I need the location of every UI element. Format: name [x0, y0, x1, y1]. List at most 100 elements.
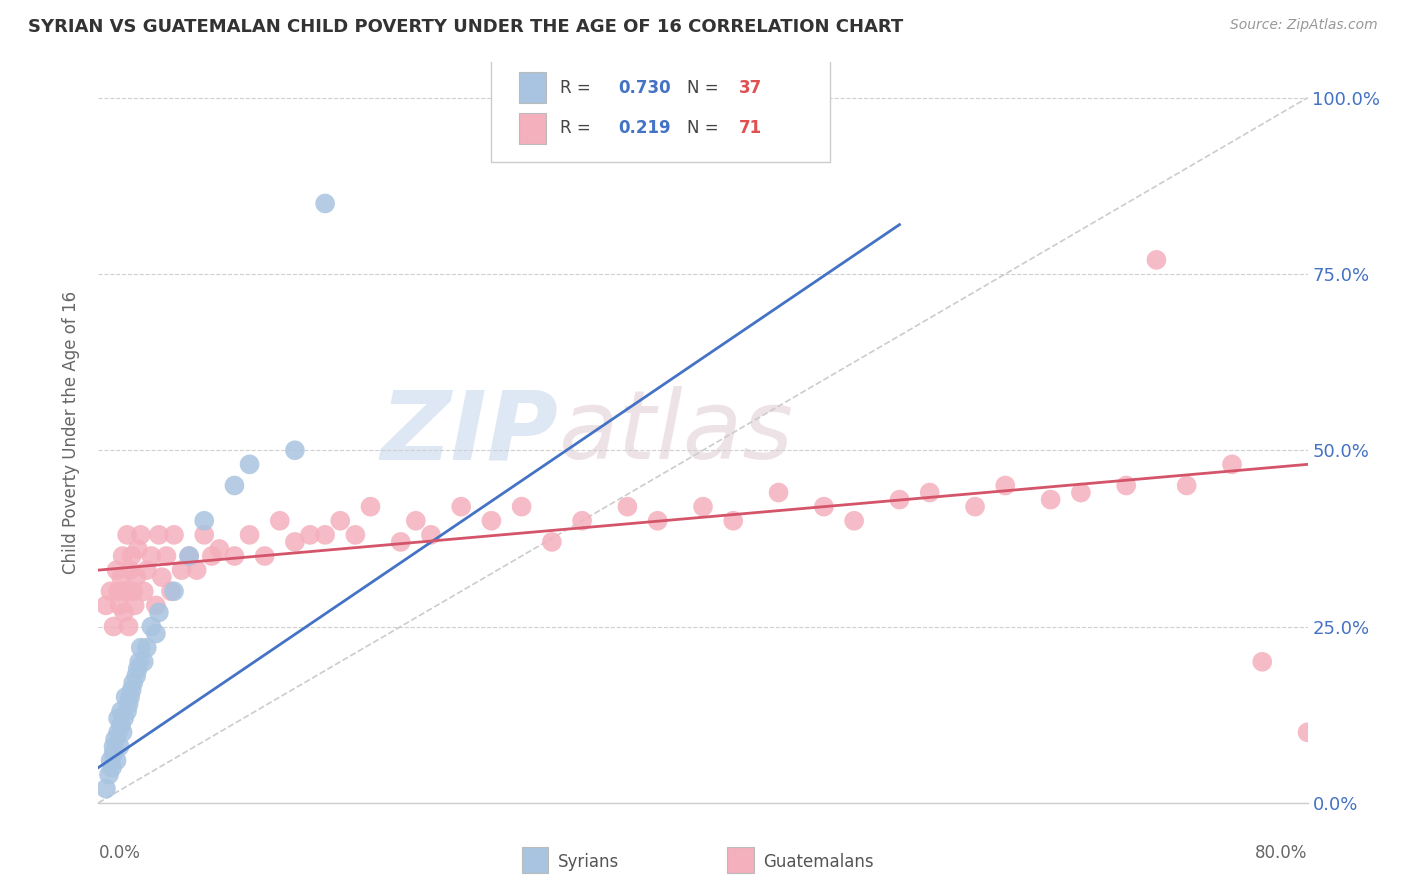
Point	[122, 584, 145, 599]
Point	[1175, 478, 1198, 492]
Point	[112, 606, 135, 620]
Point	[120, 563, 142, 577]
Point	[124, 599, 146, 613]
Point	[100, 754, 122, 768]
Point	[101, 760, 124, 774]
Point	[201, 549, 224, 563]
Point	[571, 514, 593, 528]
FancyBboxPatch shape	[522, 847, 548, 873]
Point	[344, 528, 367, 542]
Point	[616, 500, 638, 514]
Point	[108, 739, 131, 754]
Point	[107, 711, 129, 725]
Point	[98, 767, 121, 781]
Point	[112, 711, 135, 725]
Point	[889, 492, 911, 507]
Text: Syrians: Syrians	[558, 853, 619, 871]
Point	[329, 514, 352, 528]
Point	[314, 528, 336, 542]
Text: 0.0%: 0.0%	[98, 844, 141, 862]
Point	[107, 725, 129, 739]
Point	[128, 655, 150, 669]
Point	[127, 662, 149, 676]
Point	[844, 514, 866, 528]
Point	[127, 541, 149, 556]
Point	[135, 640, 157, 655]
Point	[647, 514, 669, 528]
Text: atlas: atlas	[558, 386, 793, 479]
Point	[1070, 485, 1092, 500]
Point	[540, 535, 562, 549]
Point	[114, 690, 136, 704]
Text: Guatemalans: Guatemalans	[763, 853, 875, 871]
Text: 71: 71	[740, 120, 762, 137]
Point	[155, 549, 177, 563]
Point	[107, 584, 129, 599]
Point	[94, 599, 117, 613]
Point	[768, 485, 790, 500]
Point	[160, 584, 183, 599]
Point	[118, 619, 141, 633]
Point	[163, 528, 186, 542]
Point	[1039, 492, 1062, 507]
FancyBboxPatch shape	[727, 847, 754, 873]
Point	[179, 549, 201, 563]
Text: N =: N =	[688, 120, 724, 137]
Point	[129, 528, 152, 542]
Point	[110, 704, 132, 718]
Point	[105, 563, 128, 577]
Point	[145, 599, 167, 613]
Text: 37: 37	[740, 78, 762, 96]
Point	[145, 626, 167, 640]
Point	[1115, 478, 1137, 492]
Point	[1144, 252, 1167, 267]
Point	[450, 500, 472, 514]
Point	[120, 690, 142, 704]
Point	[208, 541, 231, 556]
Point	[284, 535, 307, 549]
Point	[115, 528, 138, 542]
Point	[269, 514, 291, 528]
Point	[129, 640, 152, 655]
Point	[105, 754, 128, 768]
Point	[150, 570, 173, 584]
Point	[179, 549, 201, 563]
Point	[918, 485, 941, 500]
Point	[299, 528, 322, 542]
Point	[723, 514, 745, 528]
Text: N =: N =	[688, 78, 724, 96]
Point	[239, 458, 262, 472]
Point	[111, 549, 134, 563]
Point	[405, 514, 427, 528]
Text: R =: R =	[561, 78, 596, 96]
Point	[118, 697, 141, 711]
Point	[224, 478, 246, 492]
Point	[692, 500, 714, 514]
FancyBboxPatch shape	[519, 112, 546, 144]
Point	[132, 584, 155, 599]
Point	[389, 535, 412, 549]
Point	[1220, 458, 1243, 472]
Text: Source: ZipAtlas.com: Source: ZipAtlas.com	[1230, 18, 1378, 32]
Point	[186, 563, 208, 577]
Point	[121, 549, 143, 563]
Point	[239, 528, 262, 542]
Point	[284, 443, 307, 458]
Text: SYRIAN VS GUATEMALAN CHILD POVERTY UNDER THE AGE OF 16 CORRELATION CHART: SYRIAN VS GUATEMALAN CHILD POVERTY UNDER…	[28, 18, 904, 36]
Point	[115, 704, 138, 718]
Point	[94, 781, 117, 796]
Point	[125, 570, 148, 584]
Point	[110, 570, 132, 584]
Point	[141, 549, 163, 563]
Point	[122, 676, 145, 690]
Text: 80.0%: 80.0%	[1256, 844, 1308, 862]
Point	[994, 478, 1017, 492]
Point	[100, 584, 122, 599]
Point	[193, 514, 215, 528]
Point	[103, 747, 125, 761]
Point	[121, 683, 143, 698]
Point	[813, 500, 835, 514]
Point	[360, 500, 382, 514]
Point	[103, 739, 125, 754]
Point	[965, 500, 987, 514]
